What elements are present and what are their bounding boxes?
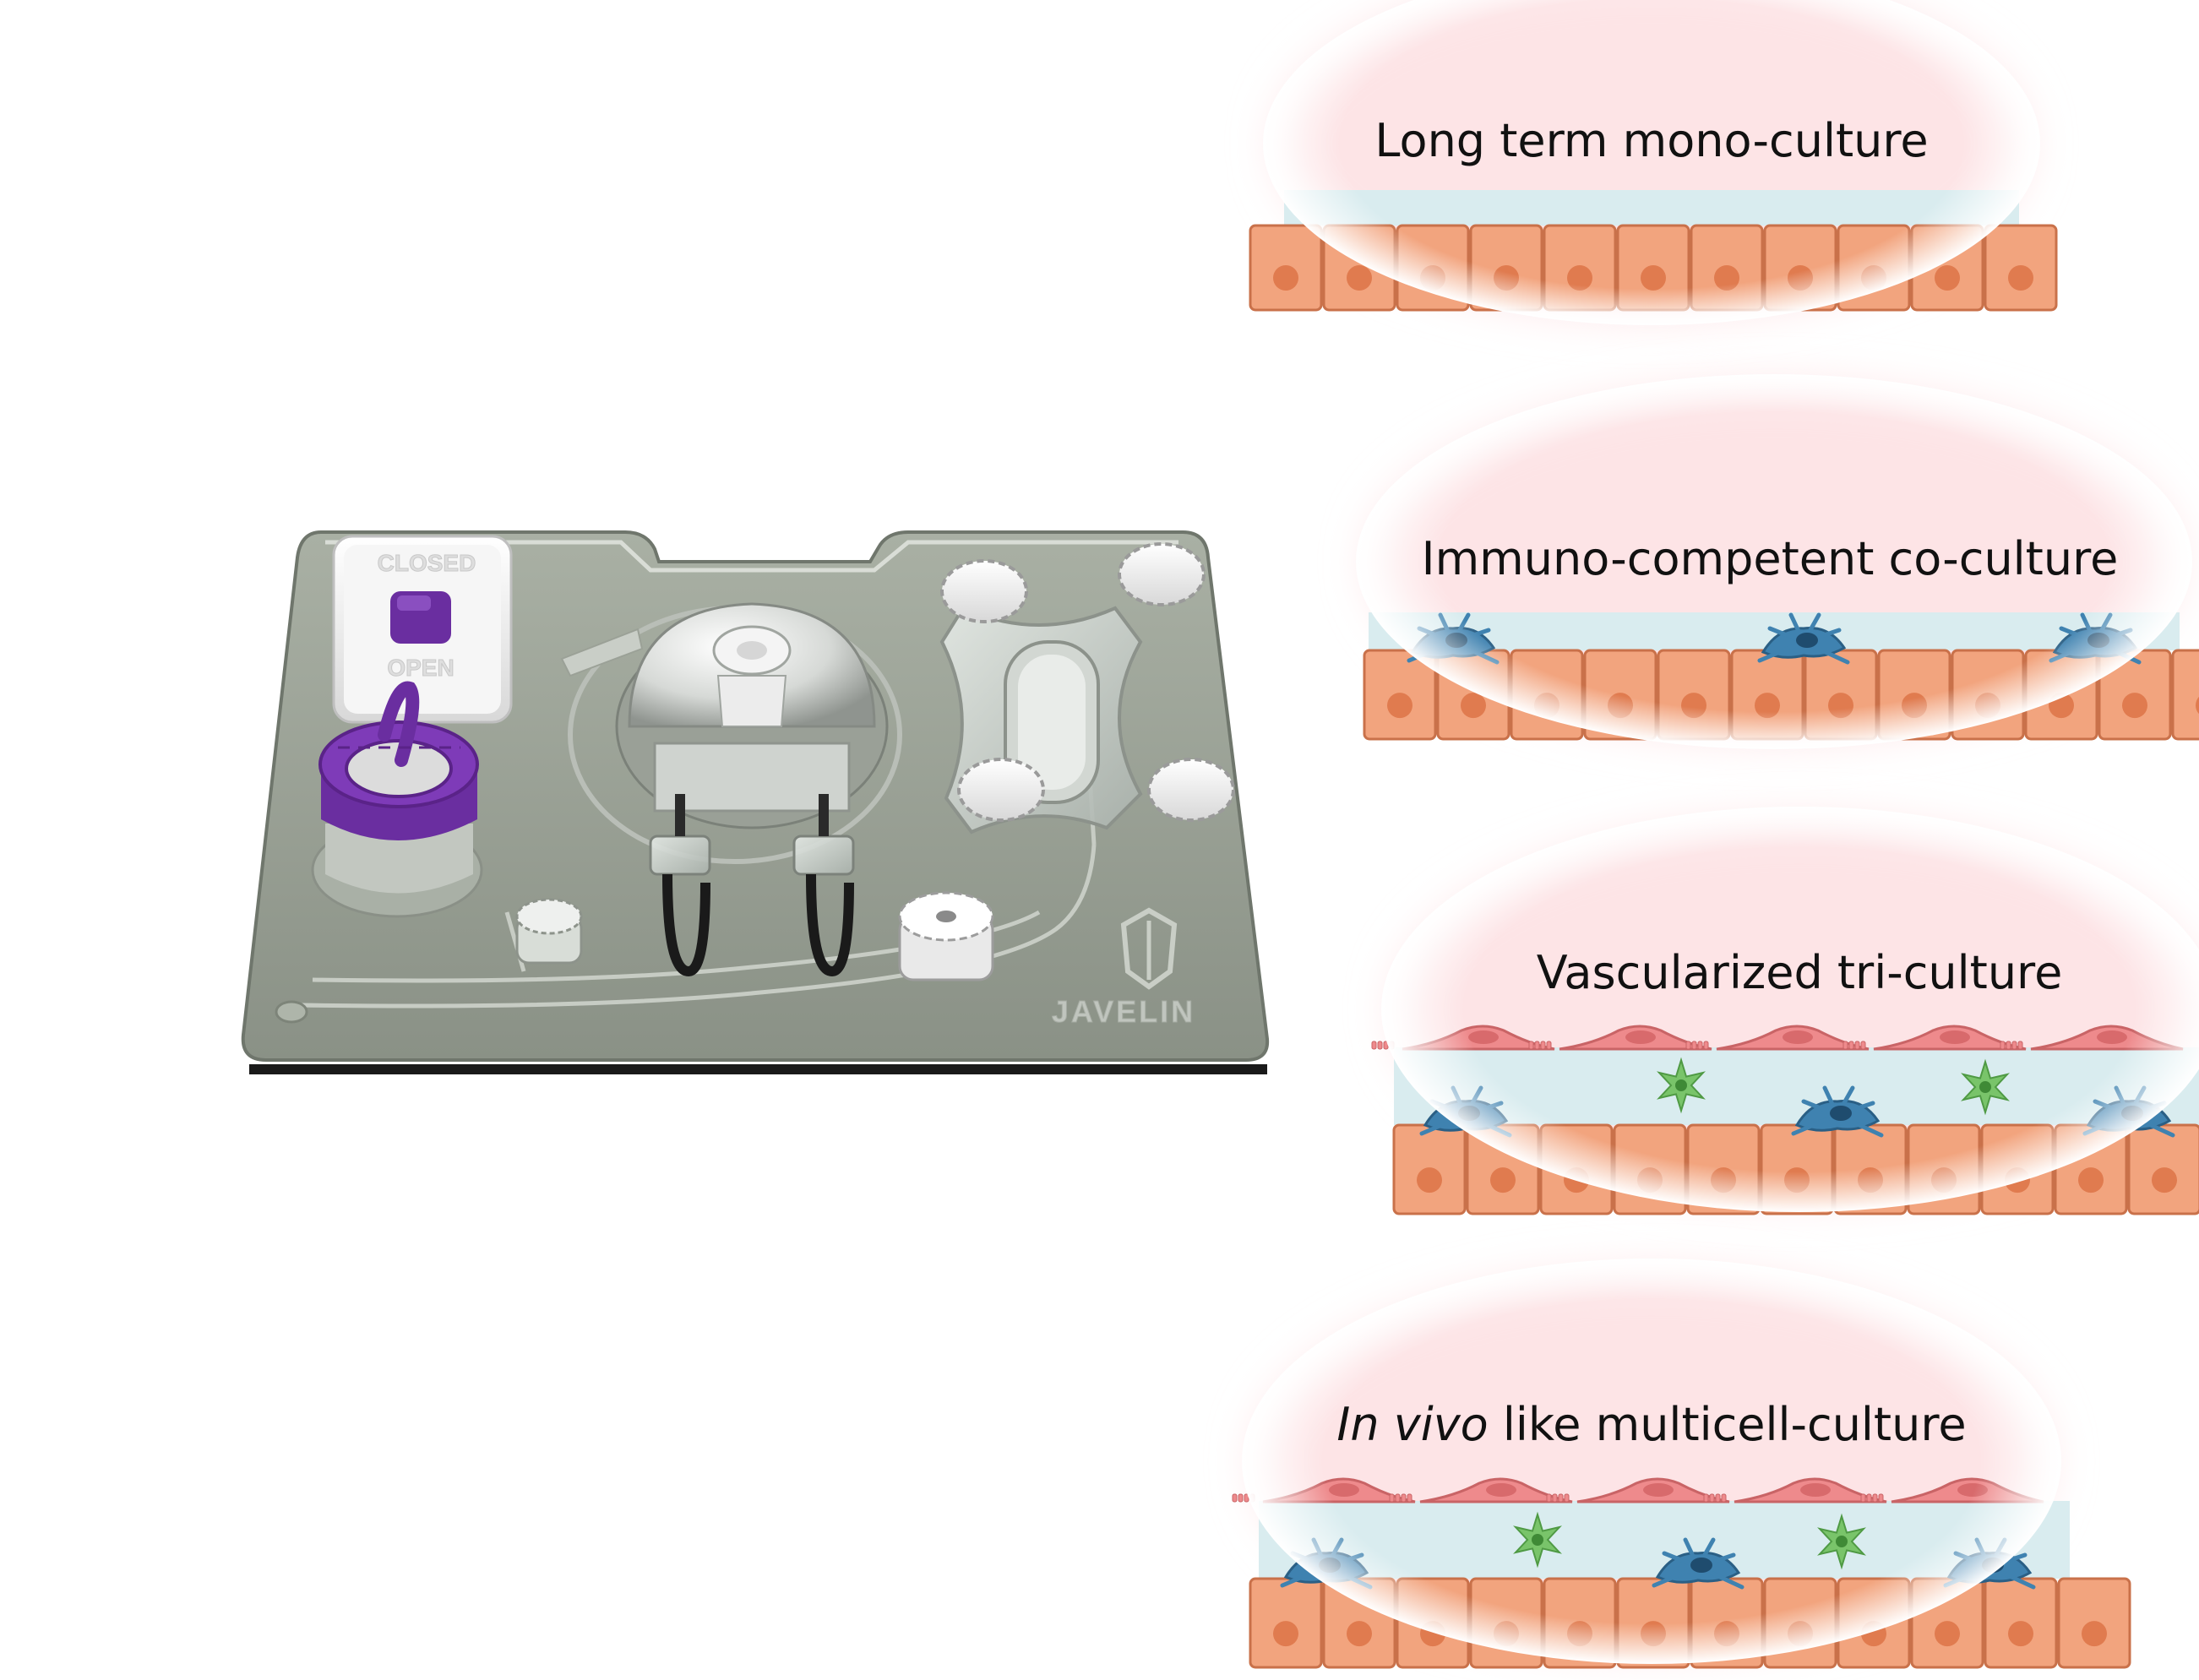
brand-label: JAVELIN	[1052, 994, 1195, 1029]
panel-vascularized-tri-culture: Vascularized tri-culture	[1371, 807, 2199, 1215]
epithelial-cell	[2057, 1577, 2131, 1669]
valve-switch[interactable]: CLOSED OPEN	[332, 535, 513, 724]
epithelial-cell	[1249, 1577, 1323, 1669]
chip-bottom-edge	[249, 1064, 1267, 1074]
panel-title-in-vivo-like-multicell-culture: In vivo like multicell-culture	[1336, 1398, 1966, 1451]
purple-reservoir[interactable]	[311, 681, 483, 918]
clear-port-knob[interactable]	[515, 898, 583, 965]
epithelial-cell	[1392, 1123, 1467, 1215]
epithelial-cell	[2127, 1123, 2199, 1215]
panel-in-vivo-like-multicell-culture: In vivo like multicell-culture	[1232, 1259, 2131, 1669]
culture-chamber[interactable]	[939, 542, 1235, 835]
panel-title-immuno-competent-co-culture: Immuno-competent co-culture	[1422, 532, 2119, 585]
screw-icon	[275, 1000, 308, 1024]
switch-open-label: OPEN	[387, 655, 454, 681]
panel-title-mono-culture: Long term mono-culture	[1374, 114, 1928, 167]
title-italic-in-vivo: In vivo	[1336, 1398, 1488, 1451]
epithelial-cell	[2171, 649, 2199, 741]
panel-title-vascularized-tri-culture: Vascularized tri-culture	[1537, 946, 2063, 999]
panel-mono-culture: Long term mono-culture	[1249, 0, 2058, 325]
epithelial-cell	[1984, 224, 2058, 312]
chamber-cap-bottom-right[interactable]	[1147, 758, 1235, 822]
panel-immuno-competent-co-culture: Immuno-competent co-culture	[1356, 374, 2199, 749]
epithelial-cell	[1249, 224, 1323, 312]
chamber-cap-top-left[interactable]	[940, 559, 1028, 623]
chamber-cap-bottom-left[interactable]	[957, 758, 1045, 822]
epithelial-cell	[1984, 1577, 2058, 1669]
title-rest-multicell-culture: like multicell-culture	[1489, 1398, 1967, 1451]
alignment-tab	[560, 628, 644, 677]
chamber-cap-top-right[interactable]	[1118, 542, 1206, 606]
javelin-logo: JAVELIN	[1051, 907, 1195, 1030]
epithelial-cell	[2098, 649, 2172, 741]
switch-closed-label: CLOSED	[378, 550, 476, 576]
chip-top-highlight	[325, 540, 1178, 573]
peristaltic-pump[interactable]	[568, 602, 902, 977]
microfluidic-chip-device: CLOSED OPEN	[241, 530, 1270, 1074]
white-port-cap[interactable]	[898, 891, 994, 981]
epithelial-cell	[1363, 649, 1437, 741]
